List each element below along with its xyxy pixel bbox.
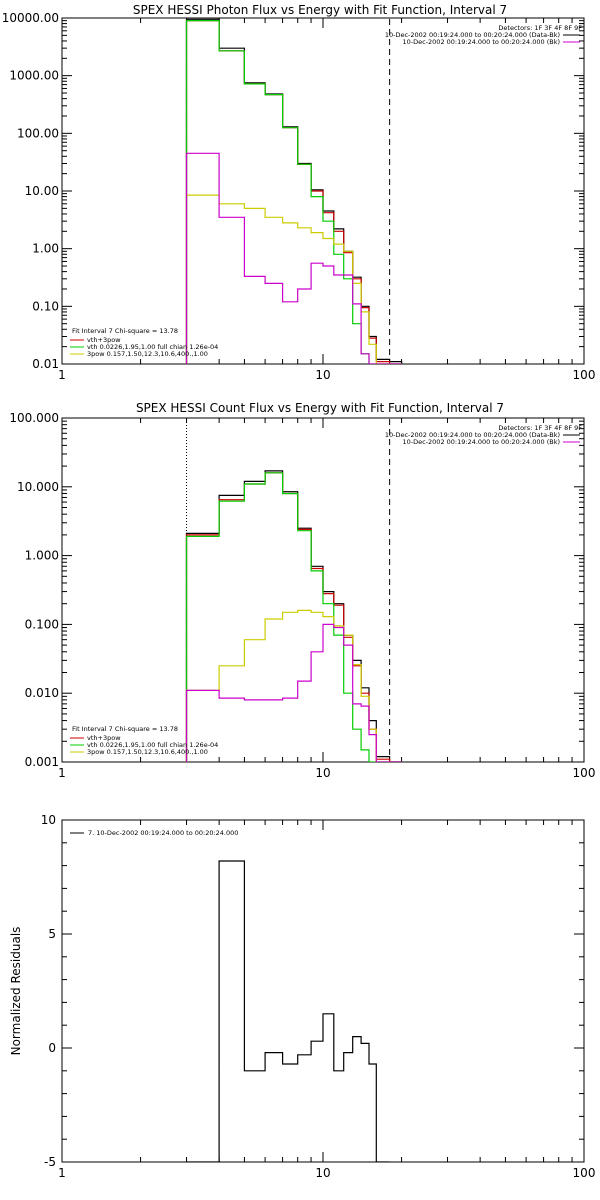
photon-series-3pow	[185, 194, 402, 364]
photon-series-data-bk	[185, 18, 403, 364]
count-plot-content: 1 10 100 0.001 0.010 0.100 1.000 10.000 100.000	[9, 411, 595, 780]
count-y-tick-label: 100.000	[9, 411, 59, 425]
count-series-3pow	[185, 609, 402, 762]
count-legend-fit-info: Fit Interval 7 Chi-square = 13.78	[72, 725, 178, 733]
photon-y-tick-label: 100.00	[17, 126, 59, 140]
count-legend-left: Fit Interval 7 Chi-square = 13.78 vth+3p…	[70, 725, 218, 756]
residuals-y-tick-label: 0	[48, 1041, 56, 1055]
residuals-plot-frame	[61, 819, 585, 1163]
count-x-tick-label: 1	[58, 766, 66, 780]
count-detectors-label: Detectors: 1F 3F 4F 8F 9F	[498, 424, 582, 432]
photon-legend-right-entry: 10-Dec-2002 00:19:24.000 to 00:20:24.000…	[403, 38, 561, 46]
photon-series-bk	[185, 152, 402, 364]
photon-legend-entry: 3pow 0.157,1.50,12.3,10.6,400.,1.00	[87, 350, 208, 358]
residuals-legend-entry: 7. 10-Dec-2002 00:19:24.000 to 00:20:24.…	[88, 829, 238, 837]
photon-y-tick-label: 10000.00	[2, 11, 59, 25]
residuals-y-tick-label: -5	[44, 1155, 56, 1169]
residuals-y-tick-label: 5	[48, 927, 56, 941]
count-series-bk	[185, 623, 402, 762]
photon-flux-panel: SPEX HESSI Photon Flux vs Energy with Fi…	[2, 3, 596, 382]
count-y-tick-label: 0.001	[25, 755, 59, 769]
photon-legend-right-entry: 10-Dec-2002 00:19:24.000 to 00:20:24.000…	[385, 31, 560, 39]
count-series-vth	[185, 472, 402, 762]
count-flux-panel: SPEX HESSI Count Flux vs Energy with Fit…	[9, 401, 595, 780]
count-legend-entry: vth+3pow	[87, 734, 121, 742]
count-y-tick-label: 10.000	[17, 480, 59, 494]
count-legend-right-entry: 10-Dec-2002 00:19:24.000 to 00:20:24.000…	[385, 431, 560, 439]
photon-x-tick-label: 100	[573, 368, 596, 382]
photon-y-tick-label: 0.10	[32, 299, 59, 313]
photon-detectors-label: Detectors: 1F 3F 4F 8F 9F	[498, 24, 582, 32]
count-x-tick-label: 10	[315, 766, 330, 780]
photon-x-tick-label: 1	[58, 368, 66, 382]
count-legend-entry: 3pow 0.157,1.50,12.3,10.6,400.,1.00	[87, 748, 208, 756]
photon-chart-title: SPEX HESSI Photon Flux vs Energy with Fi…	[133, 3, 507, 17]
residuals-plot-content: 1 10 100 -5 0 5 10	[41, 813, 596, 1180]
residuals-x-tick-label: 100	[573, 1166, 596, 1180]
photon-y-tick-label: 10.00	[25, 184, 59, 198]
photon-x-tick-label: 10	[315, 368, 330, 382]
photon-y-tick-label: 0.01	[32, 357, 59, 371]
photon-legend-fit-info: Fit Interval 7 Chi-square = 13.78	[72, 327, 178, 335]
residuals-panel: 1 10 100 -5 0 5 10 Normalized Residuals 7. 10-…	[9, 813, 595, 1180]
residuals-y-tick-label: 10	[41, 813, 56, 827]
photon-legend-left: Fit Interval 7 Chi-square = 13.78 vth+3p…	[70, 327, 218, 358]
count-legend-right-entry: 10-Dec-2002 00:19:24.000 to 00:20:24.000…	[403, 438, 561, 446]
count-y-tick-label: 0.100	[25, 617, 59, 631]
photon-y-tick-label: 1000.00	[9, 69, 59, 83]
residuals-legend: 7. 10-Dec-2002 00:19:24.000 to 00:20:24.…	[70, 829, 238, 837]
count-x-tick-label: 100	[573, 766, 596, 780]
residuals-series-residuals	[186, 860, 390, 1162]
residuals-x-tick-label: 10	[315, 1166, 330, 1180]
photon-legend-entry: vth 0.0226,1.95,1.00 full chian 1.26e-04	[87, 343, 218, 351]
residuals-x-tick-label: 1	[58, 1166, 66, 1180]
photon-plot-content: 1 10 100 0.01 0.10 1.00 10.00 100.00 1000.00 1000…	[2, 11, 596, 382]
count-legend-entry: vth 0.0226,1.95,1.00 full chian 1.26e-04	[87, 741, 218, 749]
count-legend-right: 10-Dec-2002 00:19:24.000 to 00:20:24.000…	[385, 431, 580, 446]
count-y-tick-label: 0.010	[25, 686, 59, 700]
photon-legend-right: 10-Dec-2002 00:19:24.000 to 00:20:24.000…	[385, 31, 580, 46]
photon-y-tick-label: 1.00	[32, 242, 59, 256]
count-y-tick-label: 1.000	[25, 549, 59, 563]
photon-legend-entry: vth+3pow	[87, 336, 121, 344]
count-chart-title: SPEX HESSI Count Flux vs Energy with Fit…	[136, 401, 504, 415]
residuals-y-axis-label: Normalized Residuals	[9, 927, 23, 1056]
